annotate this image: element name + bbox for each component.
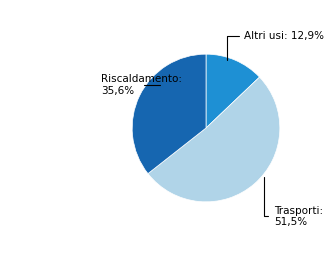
Text: Altri usi: 12,9%: Altri usi: 12,9%: [227, 31, 324, 60]
Text: Riscaldamento:
35,6%: Riscaldamento: 35,6%: [101, 74, 182, 96]
Wedge shape: [132, 54, 206, 174]
Wedge shape: [206, 54, 260, 128]
Wedge shape: [148, 77, 280, 202]
Text: Trasporti:
51,5%: Trasporti: 51,5%: [264, 177, 323, 227]
